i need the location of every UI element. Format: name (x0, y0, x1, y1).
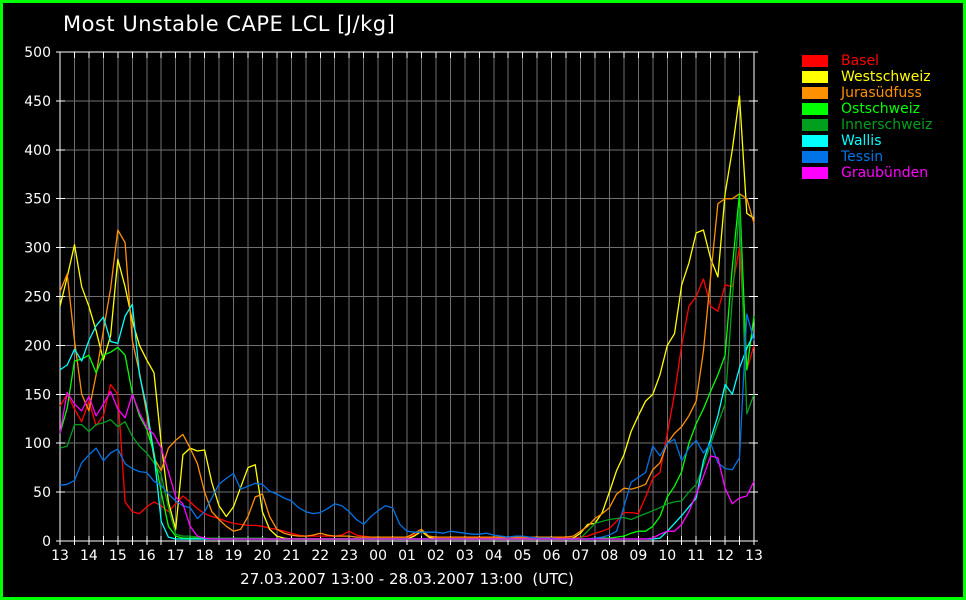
y-tick-label: 350 (24, 192, 51, 208)
y-tick-label: 500 (24, 45, 51, 61)
legend-label-westschweiz: Westschweiz (841, 69, 931, 85)
x-tick-label: 20 (254, 548, 272, 564)
legend-item-westschweiz: Westschweiz (802, 69, 932, 85)
legend-item-innerschweiz: Innerschweiz (802, 117, 932, 133)
legend-item-graubuenden: Graubünden (802, 165, 932, 181)
legend-swatch-westschweiz (802, 71, 828, 83)
legend-label-ostschweiz: Ostschweiz (841, 101, 920, 117)
x-tick-label: 04 (485, 548, 503, 564)
legend-swatch-jurasuedfuss (802, 87, 828, 99)
x-tick-label: 18 (196, 548, 214, 564)
legend-item-tessin: Tessin (802, 149, 932, 165)
y-tick-label: 200 (24, 338, 51, 354)
legend-label-innerschweiz: Innerschweiz (841, 117, 933, 133)
x-tick-label: 03 (456, 548, 474, 564)
time-range-label: 27.03.2007 13:00 - 28.03.2007 13:00 (UTC… (240, 570, 574, 588)
x-tick-label: 00 (369, 548, 387, 564)
legend-label-tessin: Tessin (841, 149, 884, 165)
y-tick-label: 400 (24, 143, 51, 159)
x-tick-label: 05 (514, 548, 532, 564)
y-tick-label: 50 (33, 485, 51, 501)
legend-label-graubuenden: Graubünden (841, 165, 929, 181)
x-tick-label: 07 (572, 548, 590, 564)
y-tick-label: 0 (42, 534, 51, 550)
series-line-graubuenden (59, 390, 755, 540)
y-tick-label: 300 (24, 241, 51, 257)
legend-label-wallis: Wallis (841, 133, 882, 149)
x-tick-label: 01 (398, 548, 416, 564)
x-tick-label: 11 (687, 548, 705, 564)
x-tick-label: 08 (601, 548, 619, 564)
legend-swatch-innerschweiz (802, 119, 828, 131)
x-tick-label: 22 (311, 548, 329, 564)
legend-label-basel: Basel (841, 53, 879, 69)
legend-swatch-wallis (802, 135, 828, 147)
legend-swatch-ostschweiz (802, 103, 828, 115)
legend-item-ostschweiz: Ostschweiz (802, 101, 932, 117)
x-tick-label: 13 (51, 548, 69, 564)
y-tick-label: 150 (24, 387, 51, 403)
x-tick-label: 23 (340, 548, 358, 564)
x-tick-label: 13 (745, 548, 763, 564)
x-tick-label: 21 (282, 548, 300, 564)
legend-swatch-basel (802, 55, 828, 67)
legend-swatch-graubuenden (802, 167, 828, 179)
legend-item-wallis: Wallis (802, 133, 932, 149)
x-tick-label: 16 (138, 548, 156, 564)
cape-lcl-chart: 13 14 15 16 17 18 19 20 21 22 23 00 01 02 03 04 05 06 07 08… (24, 45, 763, 564)
legend-swatch-tessin (802, 151, 828, 163)
series-line-jurasuedfuss (59, 193, 755, 538)
legend-item-jurasuedfuss: Jurasüdfuss (802, 85, 932, 101)
x-tick-label: 15 (109, 548, 127, 564)
x-tick-label: 17 (167, 548, 185, 564)
chart-title: Most Unstable CAPE LCL [J/kg] (63, 12, 396, 36)
x-tick-label: 06 (543, 548, 561, 564)
x-tick-label: 19 (225, 548, 243, 564)
legend-item-basel: Basel (802, 53, 932, 69)
x-tick-label: 14 (80, 548, 98, 564)
x-tick-label: 02 (427, 548, 445, 564)
y-tick-label: 450 (24, 94, 51, 110)
chart-legend: Basel Westschweiz Jurasüdfuss Ostschweiz Inn… (802, 53, 932, 181)
x-tick-label: 10 (658, 548, 676, 564)
y-tick-label: 250 (24, 290, 51, 306)
y-tick-label: 100 (24, 436, 51, 452)
legend-label-jurasuedfuss: Jurasüdfuss (841, 85, 922, 101)
x-tick-label: 09 (629, 548, 647, 564)
series-line-tessin (59, 313, 755, 540)
x-tick-label: 12 (716, 548, 734, 564)
